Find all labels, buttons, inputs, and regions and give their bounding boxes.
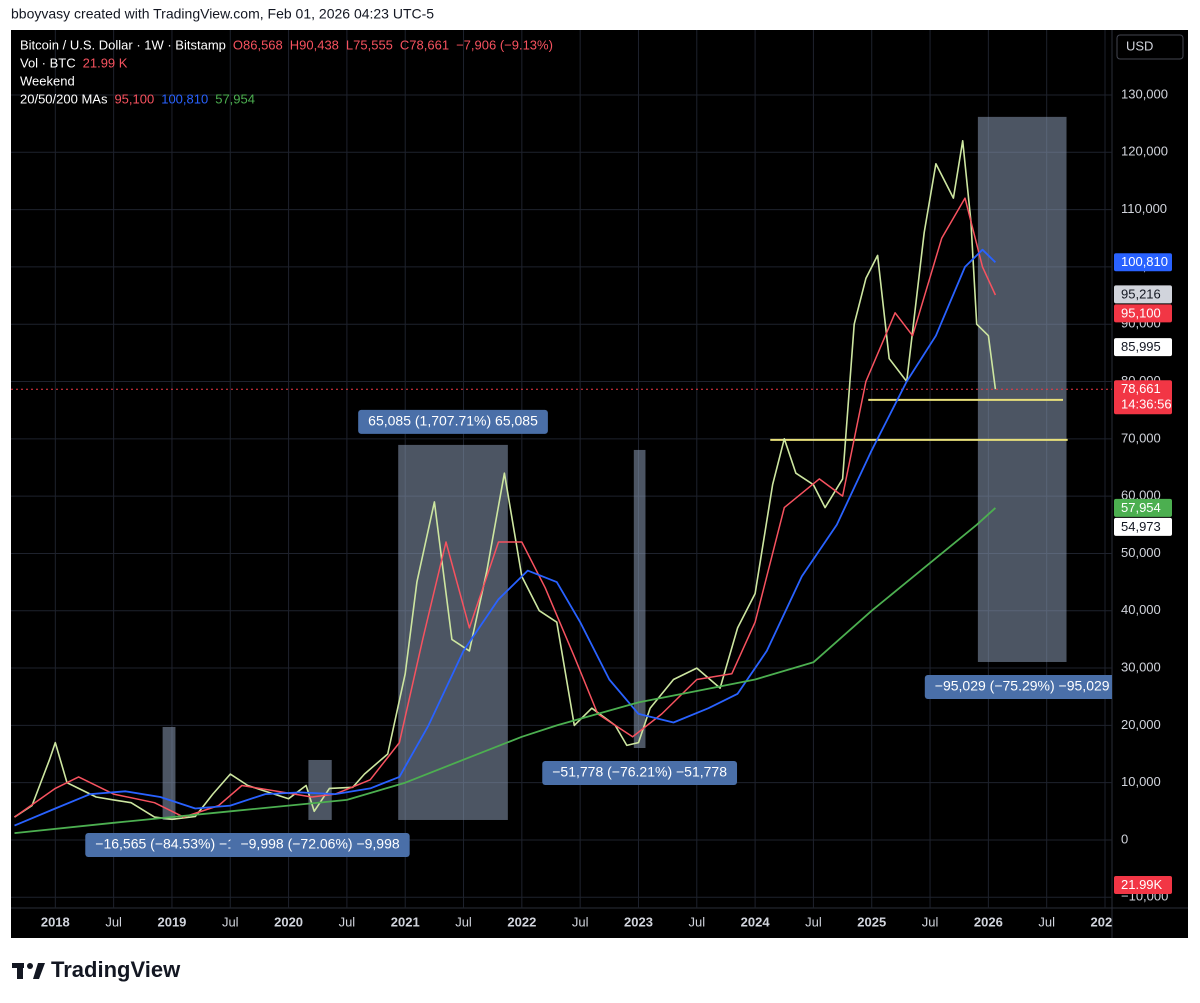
y-tick-label: 130,000 bbox=[1121, 86, 1168, 101]
logo-stem bbox=[17, 963, 23, 979]
logo-slash bbox=[33, 963, 45, 979]
volume-badge-label: 21.99K bbox=[1121, 877, 1163, 892]
header-item: 100,810 bbox=[161, 91, 208, 106]
price-badge bbox=[1114, 285, 1172, 304]
measure-label-bg bbox=[924, 674, 1112, 699]
y-tick-label: 10,000 bbox=[1121, 774, 1161, 789]
logo-dot bbox=[27, 963, 33, 969]
x-tick-label: Jul bbox=[1038, 914, 1055, 929]
x-tick-label: Jul bbox=[805, 914, 822, 929]
measure-box bbox=[398, 444, 508, 820]
header-item: 20/50/200 MAs bbox=[20, 91, 108, 106]
series-line bbox=[14, 248, 997, 827]
caption: bboyvasy created with TradingView.com, F… bbox=[11, 6, 434, 22]
y-tick-label: 30,000 bbox=[1121, 659, 1161, 674]
y-tick-label: 40,000 bbox=[1121, 602, 1161, 617]
price-badge bbox=[1114, 304, 1172, 323]
header-item: 21.99 K bbox=[83, 55, 128, 70]
x-tick-label: 2022 bbox=[507, 914, 536, 929]
x-tick-label: Jul bbox=[105, 914, 122, 929]
y-tick-label: 120,000 bbox=[1121, 144, 1168, 159]
series-line bbox=[14, 507, 997, 834]
header-item: Weekend bbox=[20, 73, 75, 88]
plot: 65,085 (1,707.71%) 65,085 −51,778 (−76.21… bbox=[11, 116, 1112, 857]
x-tick-label: Jul bbox=[222, 914, 239, 929]
header-item: Vol · BTC bbox=[20, 55, 76, 70]
x-tick-label: 2020 bbox=[274, 914, 303, 929]
series-line bbox=[14, 140, 997, 821]
price-badge bbox=[1114, 517, 1172, 536]
price-badge-label: 95,216 bbox=[1121, 286, 1161, 301]
price-countdown: 14:36:56 bbox=[1121, 397, 1172, 412]
measure-label: 65,085 (1,707.71%) 65,085 bbox=[368, 413, 538, 429]
y-tick-label: 60,000 bbox=[1121, 488, 1161, 503]
x-tick-label: 2018 bbox=[41, 914, 70, 929]
y-tick-label: 110,000 bbox=[1121, 201, 1167, 216]
header-item: O86,568 bbox=[233, 37, 283, 52]
header-item: −7,906 (−9.13%) bbox=[456, 37, 553, 52]
volume-badge bbox=[1114, 876, 1172, 894]
time-axis: 2018 Jul 2019 Jul 2020 Jul 2021 Jul 2022 Jul 2023 J… bbox=[41, 914, 1120, 929]
measure-label-bg bbox=[85, 832, 253, 857]
measure-box bbox=[162, 726, 176, 820]
measure-label-bg bbox=[542, 760, 738, 785]
price-badge-label: 95,100 bbox=[1121, 305, 1161, 320]
x-tick-label: 2025 bbox=[857, 914, 886, 929]
x-tick-label: 2023 bbox=[624, 914, 653, 929]
brand-logo bbox=[12, 963, 45, 979]
y-tick-label: 20,000 bbox=[1121, 717, 1161, 732]
currency-button[interactable] bbox=[1116, 34, 1184, 60]
y-tick-label: 0 bbox=[1121, 831, 1128, 846]
price-badge-label: 85,995 bbox=[1121, 339, 1161, 354]
header-item: L75,555 bbox=[346, 37, 393, 52]
price-badge bbox=[1114, 498, 1172, 517]
price-badge-label: 78,661 bbox=[1121, 381, 1161, 396]
price-badge bbox=[1114, 380, 1172, 415]
x-tick-label: Jul bbox=[922, 914, 939, 929]
measure-label-bg bbox=[358, 409, 548, 434]
measure-box bbox=[308, 759, 332, 820]
currency: USD bbox=[1126, 38, 1153, 53]
price-badge bbox=[1114, 253, 1172, 272]
header-item: H90,438 bbox=[290, 37, 339, 52]
x-tick-label: Jul bbox=[572, 914, 589, 929]
header-item: C78,661 bbox=[400, 37, 449, 52]
header-item: Bitcoin / U.S. Dollar · 1W · Bitstamp bbox=[20, 37, 226, 52]
price-badge-label: 100,810 bbox=[1121, 254, 1168, 269]
x-tick-label: 2024 bbox=[741, 914, 771, 929]
measure-box bbox=[633, 449, 646, 748]
price-badge-label: 57,954 bbox=[1121, 500, 1161, 515]
header-item: 57,954 bbox=[215, 91, 255, 106]
measure-label: −95,029 (−75.29%) −95,029 bbox=[935, 678, 1110, 694]
y-tick-label: 70,000 bbox=[1121, 430, 1161, 445]
x-tick-label: 2027 bbox=[1091, 914, 1120, 929]
x-tick-label: 2021 bbox=[391, 914, 420, 929]
legend-header: Bitcoin / U.S. Dollar · 1W · Bitstamp O86… bbox=[20, 37, 553, 106]
x-tick-label: 2019 bbox=[157, 914, 186, 929]
header-item: 95,100 bbox=[114, 91, 154, 106]
x-tick-label: Jul bbox=[455, 914, 472, 929]
measure-label: −16,565 (−84.53%) −16 bbox=[95, 836, 243, 852]
measure-label: −51,778 (−76.21%) −51,778 bbox=[552, 764, 727, 780]
x-tick-label: Jul bbox=[339, 914, 356, 929]
price-badge bbox=[1114, 338, 1172, 357]
x-tick-label: Jul bbox=[688, 914, 705, 929]
price-badge-label: 54,973 bbox=[1121, 519, 1161, 534]
y-tick-label: 50,000 bbox=[1121, 545, 1161, 560]
measure-label-bg bbox=[230, 832, 410, 857]
brand: TradingView bbox=[51, 957, 181, 982]
measure-label: −9,998 (−72.06%) −9,998 bbox=[240, 836, 399, 852]
x-tick-label: 2026 bbox=[974, 914, 1003, 929]
